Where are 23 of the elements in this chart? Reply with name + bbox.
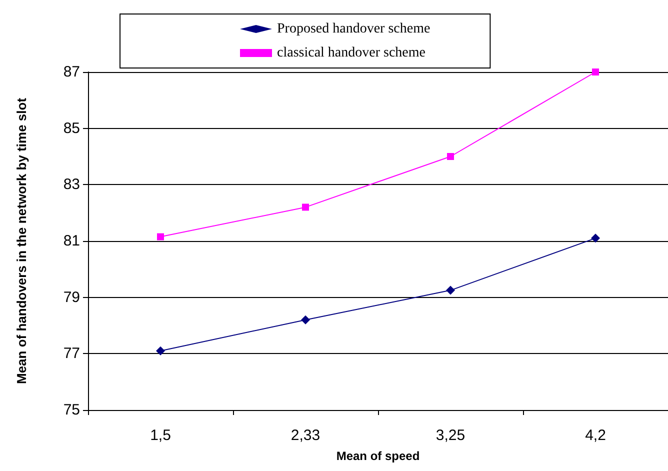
legend-label: Proposed handover scheme xyxy=(277,22,430,36)
x-tick-label: 1,5 xyxy=(150,427,171,444)
x-tick-label: 3,25 xyxy=(436,427,466,444)
x-tick-label: 2,33 xyxy=(290,427,320,444)
x-axis-title: Mean of speed xyxy=(336,449,420,463)
point xyxy=(447,153,454,160)
legend-label: classical handover scheme xyxy=(277,46,426,60)
y-tick-label: 81 xyxy=(63,232,80,250)
y-tick-label: 85 xyxy=(63,120,80,137)
x-tick-label: 4,2 xyxy=(585,427,606,444)
y-axis-title: Mean of handovers in the network by time slot xyxy=(14,97,29,384)
point xyxy=(302,204,309,211)
point xyxy=(592,68,599,76)
point xyxy=(446,286,455,295)
y-tick-label: 79 xyxy=(63,288,80,306)
point xyxy=(156,346,165,356)
point xyxy=(157,233,164,240)
y-tick-label: 75 xyxy=(63,402,80,418)
y-tick-label: 87 xyxy=(63,64,80,80)
point xyxy=(301,315,310,324)
point xyxy=(591,234,600,243)
y-tick-label: 77 xyxy=(63,345,80,362)
y-tick-label: 83 xyxy=(63,176,80,194)
